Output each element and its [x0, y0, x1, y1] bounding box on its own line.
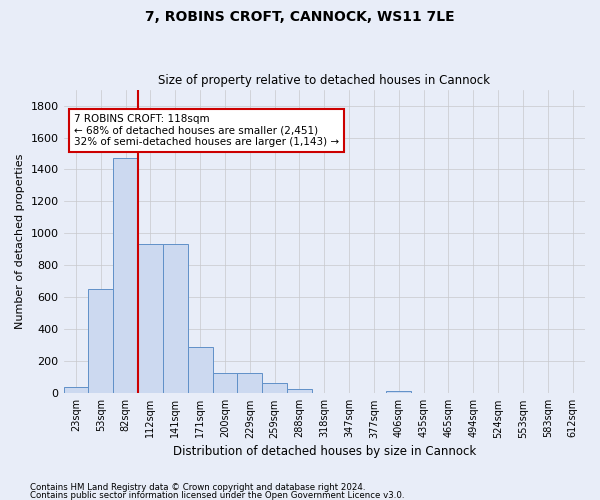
Bar	[287, 390, 312, 394]
Bar	[238, 374, 262, 394]
Bar	[262, 384, 287, 394]
Bar	[138, 244, 163, 394]
Text: 7, ROBINS CROFT, CANNOCK, WS11 7LE: 7, ROBINS CROFT, CANNOCK, WS11 7LE	[145, 10, 455, 24]
Text: Contains HM Land Registry data © Crown copyright and database right 2024.: Contains HM Land Registry data © Crown c…	[30, 484, 365, 492]
Text: Contains public sector information licensed under the Open Government Licence v3: Contains public sector information licen…	[30, 490, 404, 500]
Title: Size of property relative to detached houses in Cannock: Size of property relative to detached ho…	[158, 74, 490, 87]
Bar	[88, 290, 113, 394]
Y-axis label: Number of detached properties: Number of detached properties	[15, 154, 25, 329]
X-axis label: Distribution of detached houses by size in Cannock: Distribution of detached houses by size …	[173, 444, 476, 458]
Bar	[163, 244, 188, 394]
Bar	[386, 391, 411, 394]
Text: 7 ROBINS CROFT: 118sqm
← 68% of detached houses are smaller (2,451)
32% of semi-: 7 ROBINS CROFT: 118sqm ← 68% of detached…	[74, 114, 339, 147]
Bar	[188, 347, 212, 394]
Bar	[113, 158, 138, 394]
Bar	[212, 374, 238, 394]
Bar	[64, 387, 88, 394]
